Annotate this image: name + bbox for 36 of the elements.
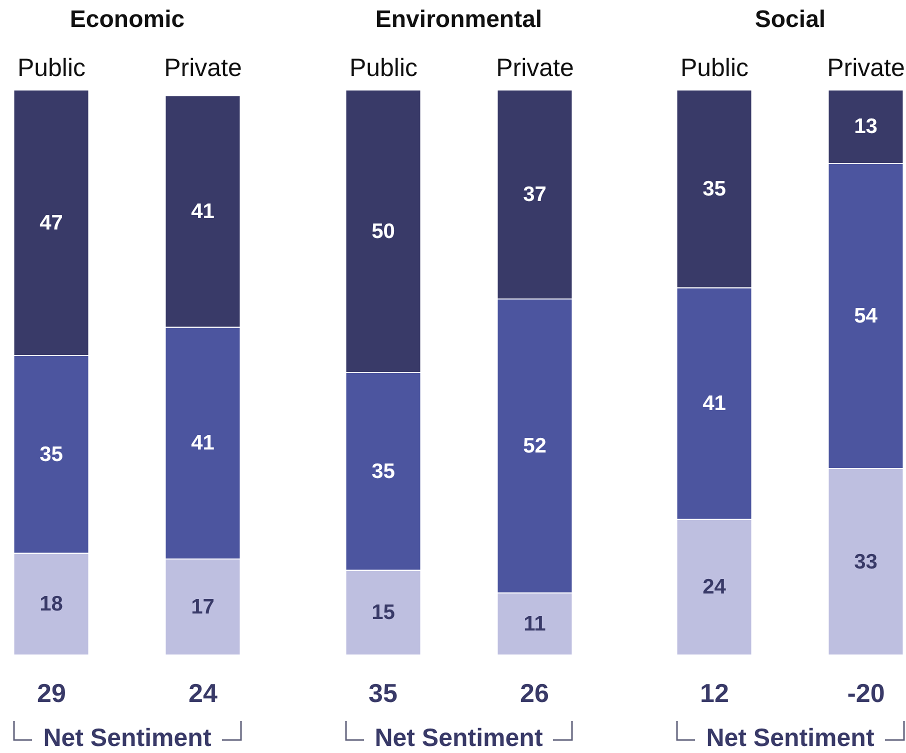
x-tick-label: Private xyxy=(496,54,574,82)
chart-title: Economic xyxy=(68,6,186,33)
x-tick-label: Public xyxy=(17,54,86,82)
data-label: 52 xyxy=(522,434,546,458)
data-label: 17 xyxy=(191,595,214,618)
x-tick-label: Private xyxy=(164,54,242,82)
data-label: 37 xyxy=(522,183,546,206)
data-label: 35 xyxy=(702,177,726,200)
data-label: 54 xyxy=(854,304,878,328)
text: 35 xyxy=(368,678,398,708)
data-label: 15 xyxy=(371,601,395,624)
data-label: 50 xyxy=(371,220,394,243)
text: 24 xyxy=(188,678,218,708)
data-label: 35 xyxy=(40,442,64,466)
data-label: 13 xyxy=(854,115,878,138)
data-label: 41 xyxy=(191,432,215,455)
x-tick-label: Public xyxy=(680,54,749,82)
text: 29 xyxy=(36,678,67,708)
data-label: 35 xyxy=(371,460,395,483)
chart-title: Environmental xyxy=(374,6,544,33)
data-label: 24 xyxy=(702,576,726,599)
data-label: 41 xyxy=(702,392,726,416)
text: Net Sentiment xyxy=(42,724,212,752)
data-label: 47 xyxy=(40,211,63,234)
chart-title: Social xyxy=(754,6,827,33)
text: 26 xyxy=(519,678,550,708)
data-label: 41 xyxy=(191,200,215,223)
text: Net Sentiment xyxy=(705,724,876,752)
data-label: 33 xyxy=(854,550,878,574)
data-label: 11 xyxy=(523,612,546,636)
text: -20 xyxy=(846,678,886,708)
text: Net Sentiment xyxy=(374,724,544,752)
x-tick-label: Public xyxy=(348,54,418,82)
data-label: 18 xyxy=(40,592,64,616)
text: 12 xyxy=(699,678,730,708)
x-tick-label: Private xyxy=(827,54,905,82)
